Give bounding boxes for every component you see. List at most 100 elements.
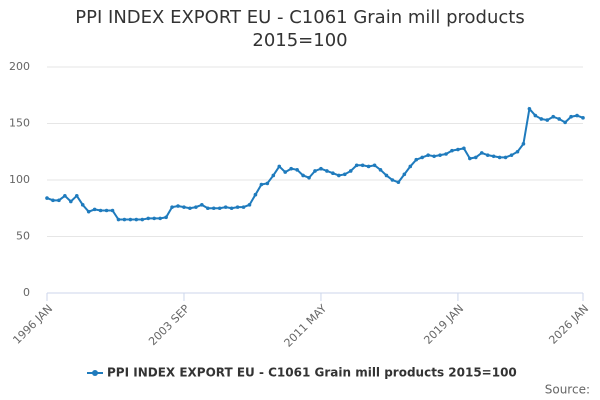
point bbox=[438, 153, 442, 157]
x-tick-label: 2026 JAN bbox=[546, 302, 591, 347]
point bbox=[551, 114, 556, 119]
point bbox=[200, 203, 204, 207]
point bbox=[545, 118, 550, 122]
point bbox=[468, 156, 472, 161]
point bbox=[331, 171, 335, 176]
point bbox=[402, 172, 407, 177]
point bbox=[313, 169, 317, 173]
point bbox=[74, 194, 79, 198]
point bbox=[158, 216, 162, 221]
point bbox=[426, 153, 430, 157]
point bbox=[110, 208, 115, 213]
legend-label: PPI INDEX EXPORT EU - C1061 Grain mill p… bbox=[107, 366, 517, 380]
source: Source: bbox=[545, 383, 590, 397]
point bbox=[337, 173, 341, 178]
point bbox=[277, 164, 282, 169]
point bbox=[420, 155, 425, 160]
point bbox=[211, 206, 216, 211]
point bbox=[575, 113, 579, 118]
point bbox=[235, 205, 240, 209]
point bbox=[92, 207, 97, 212]
chart-title: PPI INDEX EXPORT EU - C1061 Grain mill p… bbox=[75, 7, 525, 51]
point bbox=[539, 117, 544, 121]
point bbox=[164, 215, 168, 220]
y-tick-label: 100 bbox=[9, 173, 30, 186]
x-tick-label: 2003 SEP bbox=[146, 302, 192, 348]
point bbox=[456, 147, 460, 152]
point bbox=[188, 206, 192, 211]
point bbox=[152, 216, 156, 221]
point bbox=[515, 149, 520, 154]
point bbox=[104, 208, 109, 213]
point bbox=[80, 203, 85, 207]
point bbox=[128, 217, 133, 222]
point bbox=[378, 168, 383, 172]
point bbox=[63, 194, 67, 198]
point bbox=[271, 173, 276, 178]
point bbox=[140, 217, 145, 222]
point bbox=[444, 152, 448, 156]
point bbox=[462, 146, 466, 151]
point bbox=[57, 198, 61, 203]
y-tick-label: 0 bbox=[23, 286, 30, 299]
point bbox=[51, 198, 55, 203]
x-tick-label: 1996 JAN bbox=[10, 302, 55, 347]
point bbox=[194, 205, 198, 209]
point bbox=[86, 209, 91, 214]
point bbox=[563, 120, 567, 125]
point bbox=[432, 154, 436, 159]
legend-marker bbox=[92, 370, 98, 376]
point bbox=[247, 203, 252, 207]
point bbox=[176, 204, 180, 208]
point bbox=[265, 181, 270, 186]
point bbox=[414, 157, 419, 162]
y-tick-label: 200 bbox=[9, 60, 30, 73]
point bbox=[182, 205, 186, 209]
point bbox=[229, 206, 234, 211]
point bbox=[527, 107, 532, 111]
point bbox=[503, 155, 508, 160]
point bbox=[259, 182, 264, 187]
point bbox=[325, 169, 329, 173]
point bbox=[450, 148, 454, 153]
point bbox=[497, 155, 502, 160]
point bbox=[241, 205, 246, 209]
point bbox=[491, 154, 496, 159]
point bbox=[122, 217, 127, 222]
point bbox=[283, 170, 288, 174]
point bbox=[295, 168, 299, 172]
point bbox=[569, 114, 573, 119]
point bbox=[253, 192, 258, 197]
point bbox=[366, 164, 371, 169]
x-tick-label: 2019 JAN bbox=[421, 302, 466, 347]
point bbox=[384, 173, 389, 178]
point bbox=[354, 163, 359, 168]
point bbox=[390, 178, 395, 182]
point bbox=[69, 199, 73, 204]
point bbox=[533, 113, 538, 118]
point bbox=[206, 206, 210, 211]
point bbox=[360, 163, 365, 168]
point bbox=[372, 163, 377, 168]
point bbox=[581, 116, 585, 120]
point bbox=[45, 196, 49, 200]
point bbox=[521, 142, 526, 146]
series-line bbox=[46, 106, 584, 221]
point bbox=[509, 153, 514, 157]
point bbox=[289, 166, 293, 171]
point bbox=[301, 173, 305, 178]
y-tick-label: 50 bbox=[16, 230, 30, 243]
point bbox=[223, 205, 228, 209]
point bbox=[342, 172, 347, 177]
point bbox=[485, 153, 490, 157]
point bbox=[479, 151, 484, 155]
point bbox=[146, 216, 151, 221]
point bbox=[134, 217, 139, 222]
point bbox=[474, 155, 478, 160]
point bbox=[217, 206, 222, 211]
point bbox=[348, 169, 353, 173]
point bbox=[170, 205, 174, 209]
point bbox=[408, 164, 413, 169]
